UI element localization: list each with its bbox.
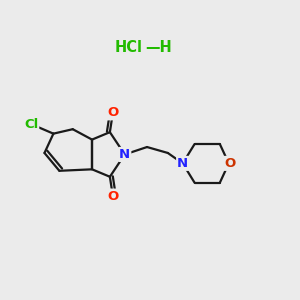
Text: N: N — [177, 157, 188, 170]
Text: O: O — [107, 106, 118, 119]
Text: O: O — [107, 190, 118, 202]
Text: N: N — [119, 148, 130, 161]
Text: O: O — [225, 157, 236, 170]
Text: Cl: Cl — [24, 118, 38, 131]
Text: HCl: HCl — [114, 40, 142, 55]
Text: —H: —H — [146, 40, 172, 55]
